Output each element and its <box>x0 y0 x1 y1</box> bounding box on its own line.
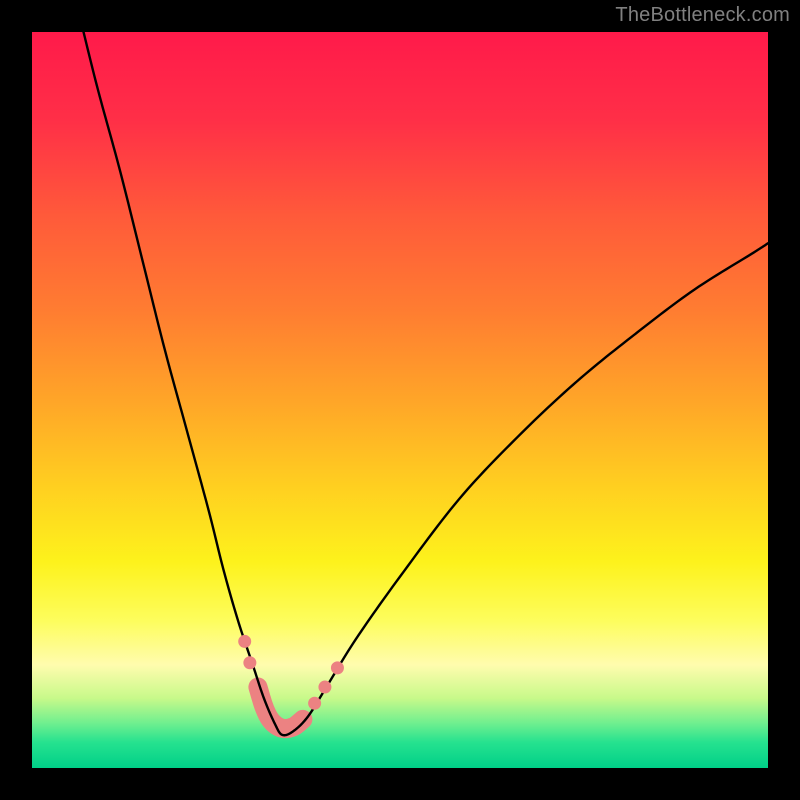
plot-area <box>32 32 768 768</box>
bottleneck-curve <box>84 32 768 735</box>
curve-layer <box>32 32 768 768</box>
bottom-marker-band <box>258 687 303 729</box>
watermark-text: TheBottleneck.com <box>615 4 790 27</box>
chart-outer-frame: TheBottleneck.com <box>0 0 800 800</box>
